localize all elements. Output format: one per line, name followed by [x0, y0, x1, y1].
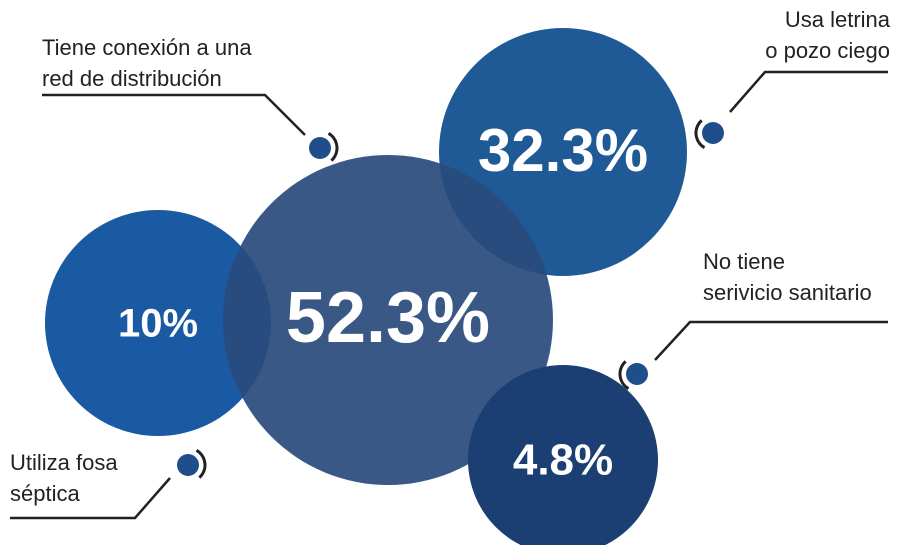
value-label: 32.3% [478, 117, 648, 184]
bubble [468, 365, 658, 545]
dot-arc [301, 129, 339, 167]
leader-line [729, 70, 888, 113]
bubble [45, 210, 271, 436]
category-label: No tiene serivicio sanitario [703, 249, 872, 305]
dot [309, 137, 331, 159]
category-label: Utiliza fosa séptica [10, 450, 118, 506]
leader-line [654, 320, 888, 361]
leader-line [42, 93, 306, 136]
value-label: 4.8% [513, 436, 613, 485]
dot [626, 363, 648, 385]
leader-line [10, 477, 171, 520]
dot [702, 122, 724, 144]
dot [177, 454, 199, 476]
bubble [223, 155, 553, 485]
category-label: Tiene conexión a una red de distribución [42, 35, 252, 91]
value-label: 52.3% [286, 278, 490, 358]
dot-arc [169, 446, 207, 484]
category-label: Usa letrina o pozo ciego [765, 7, 890, 63]
value-label: 10% [118, 302, 198, 346]
dot-arc [694, 114, 732, 152]
dot-arc [618, 355, 656, 393]
